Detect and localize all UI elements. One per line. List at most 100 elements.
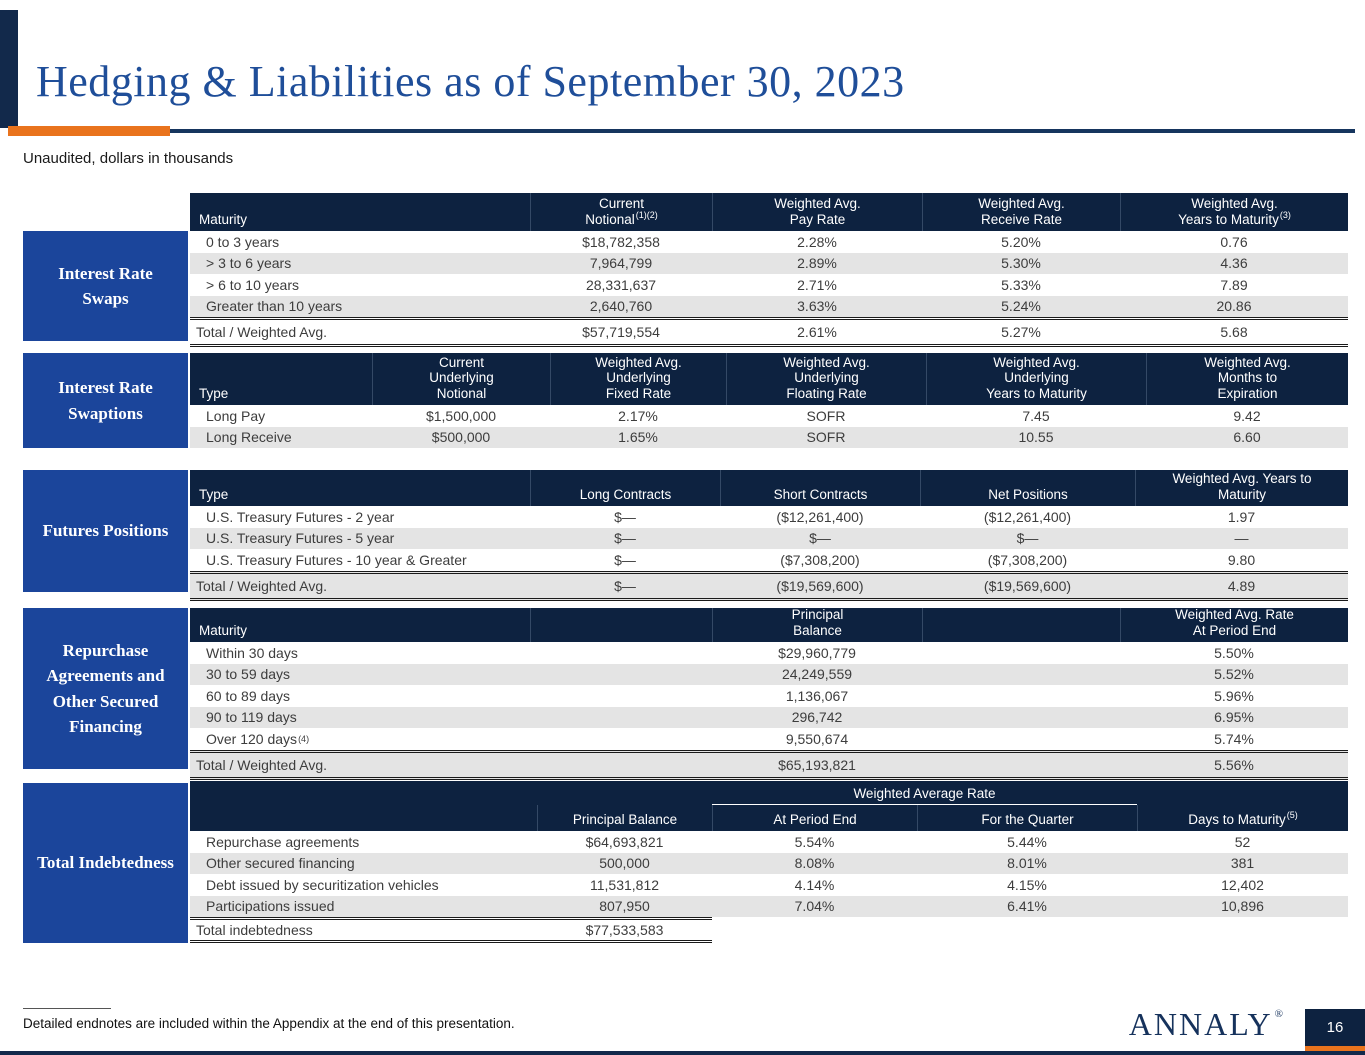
- table-cell: Long Receive: [206, 429, 292, 446]
- table-cell: Greater than 10 years: [206, 298, 343, 315]
- table-cell: ($12,261,400): [776, 508, 864, 525]
- table-cell: 90 to 119 days: [206, 709, 297, 726]
- table-cell: 7,964,799: [589, 255, 653, 272]
- table-cell: $77,533,583: [537, 917, 712, 943]
- table-cell: —: [1234, 530, 1249, 547]
- table-row: 60 to 89 days 1,136,067 5.96%: [190, 685, 1348, 707]
- header-cell: For the Quarter: [917, 805, 1137, 831]
- table-row: Total / Weighted Avg. $65,193,821 5.56%: [190, 749, 1348, 780]
- table-cell: 500,000: [599, 855, 650, 872]
- table-cell: 6.95%: [1214, 709, 1254, 726]
- header-cell: Maturity: [199, 211, 248, 227]
- table-cell: $57,719,554: [582, 324, 660, 340]
- table-cell: Debt issued by securitization vehicles: [206, 876, 439, 893]
- table-cell: 9,550,674: [785, 730, 849, 747]
- table-cell: 0 to 3 years: [206, 233, 280, 250]
- header-cell: Net Positions: [920, 470, 1135, 506]
- header-cell: Short Contracts: [720, 470, 920, 506]
- table-cell: 8.01%: [1007, 855, 1047, 872]
- table-cell: U.S. Treasury Futures - 5 year: [206, 530, 395, 547]
- table-cell: [530, 664, 712, 686]
- section-label-interest-rate-swaps: Interest Rate Swaps: [23, 231, 188, 341]
- table-cell: [1137, 917, 1348, 943]
- table-cell: 5.27%: [1001, 324, 1041, 340]
- table-cell: $—: [614, 508, 636, 525]
- header-cell: Weighted Avg. Underlying Fixed Rate: [550, 353, 726, 405]
- header-cell: Type: [199, 486, 229, 502]
- table-cell: [922, 707, 1120, 729]
- header-cell: Current Notional(1)(2): [530, 193, 712, 231]
- table-cell: 5.44%: [1007, 833, 1047, 850]
- table-cell: Total indebtedness: [190, 917, 537, 943]
- table-cell: ($19,569,600): [983, 577, 1072, 594]
- header-cell: Weighted Avg. Receive Rate: [922, 193, 1120, 231]
- table-row: U.S. Treasury Futures - 10 year & Greate…: [190, 549, 1348, 571]
- table-cell: 5.20%: [1001, 233, 1041, 250]
- table-cell: 1.65%: [618, 429, 658, 446]
- table-cell: 9.80: [1227, 551, 1256, 568]
- header-cell: Long Contracts: [530, 470, 720, 506]
- table-cell: 5.56%: [1214, 756, 1254, 773]
- table-cell: ($12,261,400): [983, 508, 1072, 525]
- header-cell: Weighted Avg. Years to Maturity(3): [1120, 193, 1348, 231]
- table-row: Debt issued by securitization vehicles 11…: [190, 874, 1348, 896]
- table-cell: 60 to 89 days: [206, 687, 291, 704]
- table-cell: [922, 664, 1120, 686]
- table-row: Total indebtedness $77,533,583: [190, 917, 1348, 943]
- table-cell: 5.33%: [1001, 276, 1041, 293]
- bottom-edge-bar: [0, 1051, 1365, 1055]
- orange-rule: [8, 126, 170, 136]
- table-row: Participations issued 807,950 7.04% 6.41% 10…: [190, 895, 1348, 917]
- table-cell: ($7,308,200): [987, 551, 1068, 568]
- table-cell: 5.96%: [1214, 687, 1254, 704]
- table-cell: $500,000: [431, 429, 491, 446]
- table-cell: 7.89: [1220, 276, 1248, 293]
- table-cell: U.S. Treasury Futures - 2 year: [206, 508, 395, 525]
- table-cell: [530, 728, 712, 750]
- table-cell: 1,136,067: [785, 687, 849, 704]
- table-header: Type Long Contracts Short Contracts Net Pos…: [190, 470, 1348, 506]
- header-cell: At Period End: [712, 805, 917, 831]
- table-cell: [530, 753, 712, 777]
- table-row: U.S. Treasury Futures - 2 year $— ($12,261…: [190, 506, 1348, 528]
- table-cell: U.S. Treasury Futures - 10 year & Greate…: [206, 551, 467, 568]
- table-cell: 2.89%: [797, 255, 837, 272]
- table-cell: [922, 753, 1120, 777]
- page-number-accent-bar: [1305, 1046, 1365, 1055]
- table-cell: [712, 917, 917, 943]
- table-cell: 9.42: [1233, 407, 1261, 424]
- table-cell: 52: [1234, 833, 1251, 850]
- group-header-row: Weighted Average Rate: [190, 781, 1348, 805]
- table-row: Long Receive $500,000 1.65% SOFR 10.55 6.60: [190, 426, 1348, 448]
- table-row: Total / Weighted Avg. $— ($19,569,600) ($19…: [190, 570, 1348, 601]
- table-cell: ($19,569,600): [776, 577, 864, 594]
- header-cell: Type: [199, 385, 229, 401]
- section-label-repurchase-agreements: Repurchase Agreements and Other Secured …: [23, 608, 188, 769]
- table-cell: $1,500,000: [425, 407, 497, 424]
- header-cell: Weighted Avg. Years to Maturity: [1135, 470, 1348, 506]
- registered-mark-icon: ®: [1274, 1008, 1285, 1020]
- header-cell: Principal Balance: [712, 607, 922, 642]
- header-row: Type Current Underlying Notional Weighted Av…: [190, 353, 1348, 405]
- table-cell: [922, 685, 1120, 707]
- table-cell: SOFR: [806, 429, 846, 446]
- table-cell: 20.86: [1216, 298, 1252, 315]
- table-cell: 24,249,559: [781, 666, 853, 683]
- footnote-text: Detailed endnotes are included within th…: [23, 1016, 515, 1031]
- group-header-spacer: [190, 781, 712, 805]
- footnote-rule: [23, 1008, 111, 1009]
- table-cell: $—: [614, 530, 636, 547]
- table-row: > 6 to 10 years 28,331,637 2.71% 5.33% 7.89: [190, 274, 1348, 296]
- table-cell: 4.36: [1220, 255, 1248, 272]
- table-cell: 2.17%: [618, 407, 658, 424]
- table-cell: 6.60: [1233, 429, 1261, 446]
- top-left-accent-bar: [0, 10, 18, 128]
- header-cell: Weighted Avg. Underlying Years to Maturity: [926, 353, 1146, 405]
- table-cell: > 6 to 10 years: [206, 276, 300, 293]
- table-cell: 381: [1230, 855, 1255, 872]
- total-indebtedness-table: Weighted Average Rate Principal Balance At…: [190, 781, 1348, 943]
- group-header-cell: Weighted Average Rate: [712, 781, 1137, 805]
- section-label-futures-positions: Futures Positions: [23, 470, 188, 592]
- table-header: Maturity Current Notional(1)(2) Weighted Av…: [190, 193, 1348, 231]
- table-cell: 2.28%: [797, 233, 837, 250]
